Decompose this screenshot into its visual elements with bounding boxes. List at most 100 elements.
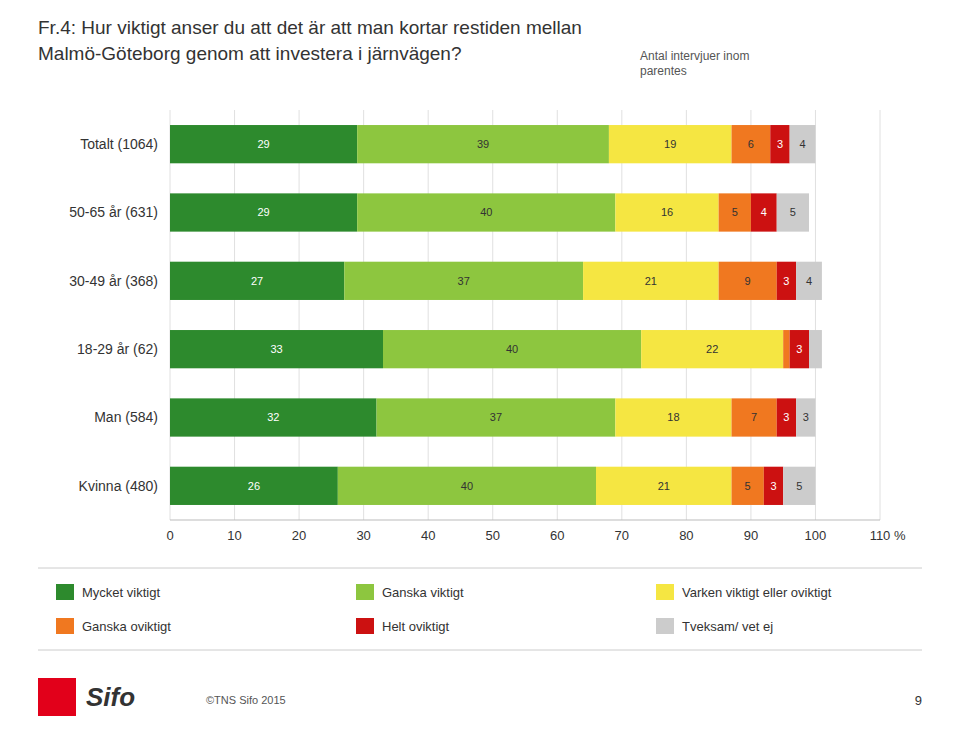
bar-segment	[170, 398, 377, 436]
bar-segment	[338, 467, 596, 505]
data-label: 7	[751, 411, 757, 423]
text-line: Fr.4: Hur viktigt anser du att det är at…	[38, 17, 582, 38]
data-label: 3	[803, 411, 809, 423]
category-label: 50-65 år (631)	[69, 204, 158, 220]
bar-segment	[170, 125, 357, 163]
bar-segment	[777, 262, 796, 300]
logo	[38, 678, 76, 716]
data-label: 3	[770, 480, 776, 492]
bar-segment	[596, 467, 732, 505]
legend: Mycket viktigtGanska viktigtVarken vikti…	[56, 584, 832, 634]
data-label: 5	[732, 206, 738, 218]
bar-segment	[719, 193, 751, 231]
category-label: 18-29 år (62)	[77, 341, 158, 357]
bar-segment	[609, 125, 732, 163]
tick-label: 0	[166, 528, 173, 543]
bar-segment	[790, 330, 809, 368]
data-label: 29	[257, 206, 269, 218]
bar-segment	[732, 467, 764, 505]
data-label: 19	[664, 138, 676, 150]
data-label: 37	[490, 411, 502, 423]
legend-swatch	[56, 584, 74, 600]
page-number: 9	[915, 693, 922, 708]
bar-segment	[783, 330, 789, 368]
subtitle: Antal intervjuer inomparentes	[640, 49, 749, 78]
data-label: 5	[790, 206, 796, 218]
tick-label: 40	[421, 528, 435, 543]
legend-label: Tveksam/ vet ej	[682, 619, 773, 634]
bar-segment	[777, 193, 809, 231]
legend-swatch	[356, 584, 374, 600]
bar-segment	[796, 262, 822, 300]
grid-line	[621, 110, 622, 520]
bar-segment	[770, 125, 789, 163]
grid-line	[299, 110, 300, 520]
data-label: 3	[796, 343, 802, 355]
grid-line	[750, 110, 751, 520]
bar-segment	[383, 330, 641, 368]
bar-segment	[777, 398, 796, 436]
bar-segment	[641, 330, 783, 368]
grid-line	[815, 110, 816, 520]
bar-segment	[751, 193, 777, 231]
grid-line	[492, 110, 493, 520]
grid-line	[170, 110, 171, 520]
data-label: 6	[748, 138, 754, 150]
bar-segment	[764, 467, 783, 505]
text-line: parentes	[640, 64, 687, 78]
data-label: 4	[806, 275, 812, 287]
bars	[170, 125, 822, 505]
tick-label: 70	[615, 528, 629, 543]
data-label: 5	[796, 480, 802, 492]
data-label: 16	[661, 206, 673, 218]
legend-rule	[38, 650, 922, 651]
chart-root: Fr.4: Hur viktigt anser du att det är at…	[0, 0, 960, 738]
data-label: 4	[761, 206, 767, 218]
tick-label: 10	[227, 528, 241, 543]
data-label: 40	[461, 480, 473, 492]
text-line: Antal intervjuer inom	[640, 49, 749, 63]
legend-label: Ganska oviktigt	[82, 619, 171, 634]
tick-label: 20	[292, 528, 306, 543]
tick-label: 90	[744, 528, 758, 543]
bar-segment	[344, 262, 583, 300]
bar-segment	[357, 125, 609, 163]
grid-line	[686, 110, 687, 520]
legend-swatch	[656, 618, 674, 634]
data-label: 3	[783, 411, 789, 423]
bar-segment	[732, 398, 777, 436]
legend-swatch	[356, 618, 374, 634]
data-label: 5	[745, 480, 751, 492]
tick-label: 110	[870, 528, 891, 543]
x-axis-line	[170, 520, 880, 521]
grid-line	[428, 110, 429, 520]
grid-line	[234, 110, 235, 520]
legend-rule	[38, 568, 922, 569]
category-label: Totalt (1064)	[80, 136, 158, 152]
tick-label: 80	[679, 528, 693, 543]
tick-label: 30	[356, 528, 370, 543]
bar-segment	[170, 467, 338, 505]
data-label: 29	[257, 138, 269, 150]
text-line: Malmö-Göteborg genom att investera i jär…	[38, 43, 462, 64]
category-label: Kvinna (480)	[79, 478, 158, 494]
grid	[170, 110, 880, 520]
category-label: Man (584)	[94, 409, 158, 425]
data-label: 39	[477, 138, 489, 150]
grid-line	[880, 110, 881, 520]
x-axis-label: %	[894, 528, 906, 543]
bar-segment	[719, 262, 777, 300]
bar-segment	[357, 193, 615, 231]
grid-line	[557, 110, 558, 520]
data-label: 4	[799, 138, 805, 150]
data-label: 33	[270, 343, 282, 355]
legend-label: Mycket viktigt	[82, 585, 160, 600]
bar-segment	[615, 398, 731, 436]
data-label: 18	[667, 411, 679, 423]
tick-label: 100	[805, 528, 827, 543]
bar-segment	[170, 330, 383, 368]
bar-segment	[583, 262, 719, 300]
grid-line	[363, 110, 364, 520]
legend-label: Ganska viktigt	[382, 585, 464, 600]
bar-segment	[790, 125, 816, 163]
